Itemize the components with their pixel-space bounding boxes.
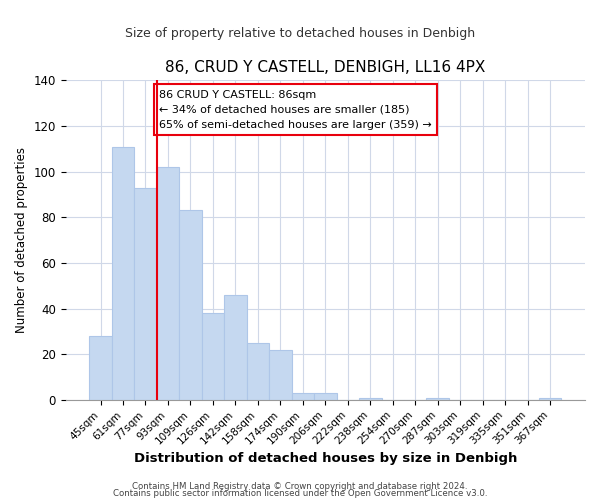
Text: Contains HM Land Registry data © Crown copyright and database right 2024.: Contains HM Land Registry data © Crown c… [132, 482, 468, 491]
Bar [202, 313, 224, 400]
Text: 86 CRUD Y CASTELL: 86sqm
← 34% of detached houses are smaller (185)
65% of semi-: 86 CRUD Y CASTELL: 86sqm ← 34% of detach… [159, 90, 432, 130]
Title: 86, CRUD Y CASTELL, DENBIGH, LL16 4PX: 86, CRUD Y CASTELL, DENBIGH, LL16 4PX [165, 60, 485, 75]
Bar [247, 343, 269, 400]
Bar [179, 210, 202, 400]
Bar [359, 398, 382, 400]
Bar [157, 167, 179, 400]
Bar [427, 398, 449, 400]
Bar [112, 146, 134, 400]
X-axis label: Distribution of detached houses by size in Denbigh: Distribution of detached houses by size … [134, 452, 517, 465]
Y-axis label: Number of detached properties: Number of detached properties [15, 147, 28, 333]
Text: Contains public sector information licensed under the Open Government Licence v3: Contains public sector information licen… [113, 489, 487, 498]
Bar [134, 188, 157, 400]
Bar [314, 393, 337, 400]
Bar [539, 398, 562, 400]
Bar [89, 336, 112, 400]
Bar [269, 350, 292, 400]
Bar [292, 393, 314, 400]
Bar [224, 295, 247, 400]
Text: Size of property relative to detached houses in Denbigh: Size of property relative to detached ho… [125, 28, 475, 40]
